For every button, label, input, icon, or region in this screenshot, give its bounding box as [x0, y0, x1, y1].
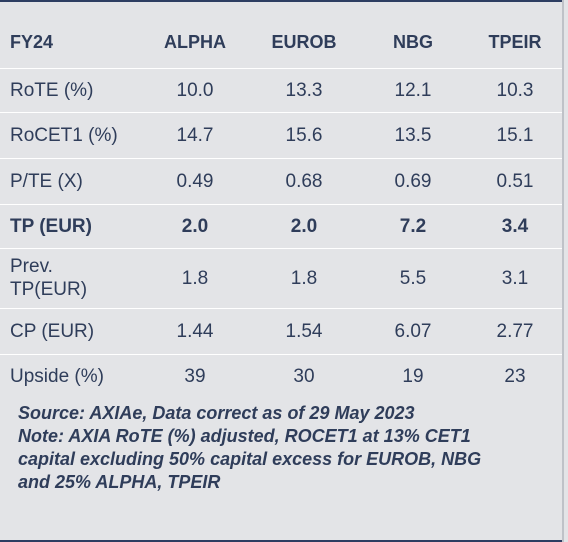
- row-label: CP (EUR): [10, 320, 95, 342]
- note-line: capital excluding 50% capital excess for…: [18, 449, 482, 469]
- row-label: P/TE (X): [10, 170, 83, 192]
- table-cell: 10.0: [176, 79, 214, 101]
- table-row-pte: P/TE (X) 0.49 0.68 0.69 0.51: [0, 158, 562, 205]
- source-note: Source: AXIAe, Data correct as of 29 May…: [18, 402, 558, 494]
- table-cell: 0.69: [394, 170, 432, 192]
- table-cell: 15.6: [285, 124, 323, 146]
- bottom-rule: [0, 540, 562, 542]
- table-row-cp: CP (EUR) 1.44 1.54 6.07 2.77: [0, 308, 562, 355]
- row-label: Prev. TP(EUR): [10, 256, 88, 300]
- note-line: Note: AXIA RoTE (%) adjusted, ROCET1 at …: [18, 426, 471, 446]
- row-label: RoCET1 (%): [10, 124, 118, 146]
- table-cell: 39: [184, 365, 206, 387]
- table-cell: 14.7: [176, 124, 214, 146]
- header-tpeir: TPEIR: [488, 31, 542, 52]
- table-cell: 30: [293, 365, 315, 387]
- table-header-row: FY24 ALPHA EUROB NBG TPEIR: [0, 16, 562, 69]
- top-rule: [0, 0, 562, 2]
- table-row-rocet1: RoCET1 (%) 14.7 15.6 13.5 15.1: [0, 112, 562, 159]
- table-cell: 23: [504, 365, 526, 387]
- header-eurob: EUROB: [271, 31, 337, 52]
- table-cell: 10.3: [496, 79, 534, 101]
- table-cell: 2.0: [181, 215, 209, 237]
- header-fy24: FY24: [10, 31, 54, 52]
- header-alpha: ALPHA: [164, 31, 226, 52]
- table-cell: 2.0: [290, 215, 318, 237]
- row-label: Upside (%): [10, 365, 104, 387]
- table-cell: 5.5: [399, 267, 427, 289]
- table-cell: 0.68: [285, 170, 323, 192]
- table-cell: 13.5: [394, 124, 432, 146]
- table-cell: 1.8: [181, 267, 209, 289]
- table-cell: 7.2: [399, 215, 427, 237]
- table-cell: 0.51: [496, 170, 534, 192]
- table-row-prev-tp: Prev. TP(EUR) 1.8 1.8 5.5 3.1: [0, 248, 562, 309]
- table-cell: 3.4: [501, 215, 529, 237]
- table-cell: 3.1: [501, 267, 529, 289]
- row-label: RoTE (%): [10, 79, 94, 101]
- table-cell: 15.1: [496, 124, 534, 146]
- table-cell: 12.1: [394, 79, 432, 101]
- note-line: and 25% ALPHA, TPEIR: [18, 472, 221, 492]
- table-cell: 13.3: [285, 79, 323, 101]
- table-row-upside: Upside (%) 39 30 19 23: [0, 354, 562, 398]
- table-cell: 6.07: [394, 320, 432, 342]
- table-cell: 1.44: [176, 320, 214, 342]
- table-cell: 2.77: [496, 320, 534, 342]
- table-row-rote: RoTE (%) 10.0 13.3 12.1 10.3: [0, 68, 562, 113]
- table-cell: 1.54: [285, 320, 323, 342]
- row-label: TP (EUR): [10, 215, 92, 237]
- header-nbg: NBG: [393, 31, 433, 52]
- table-row-tp: TP (EUR) 2.0 2.0 7.2 3.4: [0, 204, 562, 249]
- table-cell: 19: [402, 365, 424, 387]
- source-line: Source: AXIAe, Data correct as of 29 May…: [18, 403, 415, 423]
- table-cell: 0.49: [176, 170, 214, 192]
- table-cell: 1.8: [290, 267, 318, 289]
